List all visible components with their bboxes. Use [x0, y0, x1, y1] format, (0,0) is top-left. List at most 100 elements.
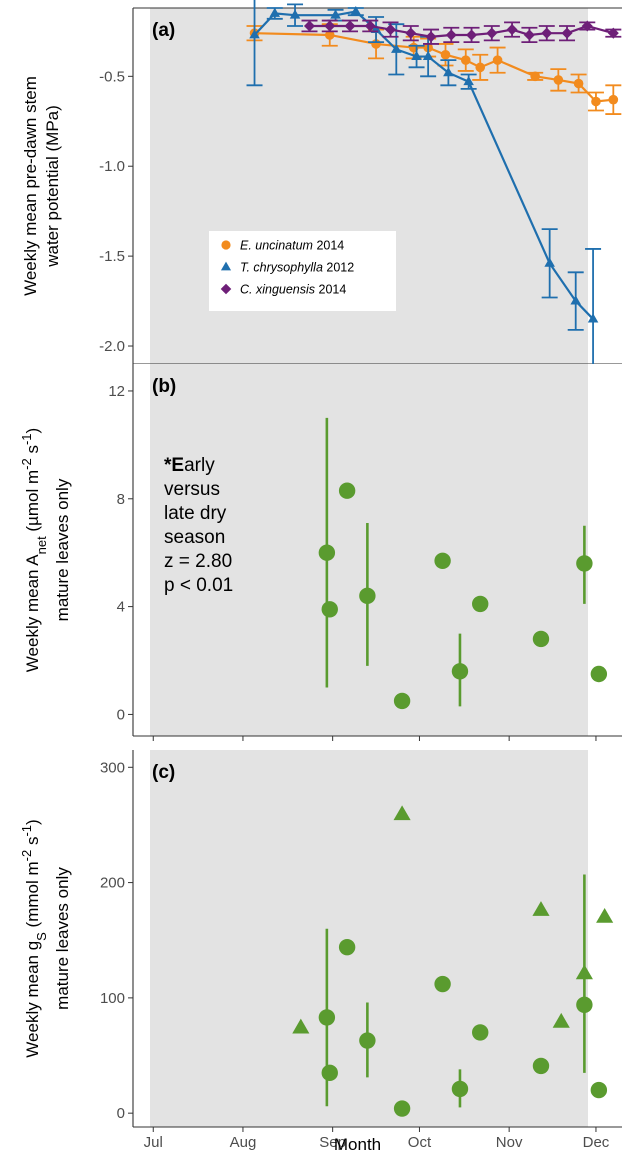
data-point — [541, 27, 553, 39]
data-point — [591, 96, 601, 107]
panel-c-ylabel-close: ) — [23, 819, 42, 825]
data-point — [434, 552, 451, 569]
data-point — [321, 1064, 338, 1082]
data-point — [561, 27, 573, 39]
data-point — [445, 29, 457, 41]
legend-marker — [220, 283, 232, 295]
legend-entry: T. chrysophylla 2012 — [240, 261, 354, 275]
series-line — [309, 24, 614, 38]
panel-b-ylabel-exp2: -1 — [19, 433, 34, 445]
data-point — [391, 43, 402, 53]
y-tick-label: 8 — [117, 491, 125, 508]
panel-c-ylabel-prefix: Weekly mean g — [23, 941, 42, 1058]
y-tick-label: -1.0 — [99, 158, 125, 175]
data-point — [359, 587, 376, 605]
data-point — [532, 1057, 550, 1075]
series-1 — [318, 417, 608, 710]
data-point — [338, 938, 356, 956]
data-point — [393, 692, 411, 710]
data-point — [472, 1024, 489, 1041]
data-point — [324, 20, 336, 32]
data-point — [393, 1100, 411, 1117]
series-2 — [246, 0, 602, 391]
legend-entry: C. xinguensis 2014 — [240, 283, 346, 297]
panel-c-ylabel-mid: s — [23, 837, 42, 850]
data-point — [587, 313, 599, 323]
panel-c-ylabel-line2: mature leaves only — [53, 867, 72, 1010]
panel-c-ylabel-unit-open: (mmol m — [23, 861, 42, 932]
panel-b-axes: 0 4 8 12 — [108, 364, 622, 741]
panel-c: 0 100 200 300 Jul Aug Sep Oct Nov Dec (c) Weekly … — [19, 750, 622, 1154]
annotation-line: season — [164, 527, 225, 548]
data-point — [350, 5, 362, 16]
panel-label-c: (c) — [152, 762, 175, 783]
annotation-line: late dry — [164, 503, 227, 524]
y-tick-label: 0 — [117, 1105, 125, 1122]
data-point — [492, 55, 503, 65]
data-point — [573, 78, 584, 89]
data-point — [434, 975, 451, 993]
x-tick-label: Oct — [408, 1134, 432, 1151]
y-tick-label: -0.5 — [99, 68, 125, 85]
x-tick-label: Nov — [496, 1134, 523, 1151]
data-point — [530, 71, 540, 82]
data-point — [330, 9, 341, 19]
legend-box — [209, 231, 396, 311]
panel-label-a: (a) — [152, 20, 175, 41]
panel-c-marks — [292, 805, 614, 1117]
annotation-text: arly — [184, 455, 215, 476]
data-point — [292, 1018, 310, 1034]
legend-entry-year: 2014 — [313, 239, 344, 253]
panel-b-shaded-period — [150, 364, 588, 736]
legend-entry-species: C. xinguensis — [240, 283, 315, 297]
y-tick-label: 100 — [100, 990, 125, 1007]
y-tick-label: -1.5 — [99, 248, 125, 265]
panel-c-ylabel-exp1: -2 — [19, 850, 34, 862]
panel-b-ylabel-subscript: net — [34, 536, 49, 554]
panel-c-ylabel-line1: Weekly mean gS (mmol m-2 s-1) — [19, 819, 49, 1057]
legend-entry-species: E. uncinatum — [240, 239, 313, 253]
data-point — [451, 1080, 469, 1098]
panel-a-ylabel-line2: water potential (MPa) — [43, 105, 62, 268]
legend: E. uncinatum 2014 T. chrysophylla 2012 C. … — [209, 231, 396, 311]
data-point — [303, 20, 316, 32]
data-point — [570, 295, 581, 305]
data-point — [289, 9, 301, 19]
y-tick-label: 4 — [117, 599, 125, 616]
annotation-bold: *E — [164, 455, 184, 476]
data-point — [553, 75, 564, 85]
data-point — [269, 7, 281, 17]
data-point — [576, 996, 593, 1013]
annotation-line: *Early — [164, 455, 215, 476]
panel-c-ylabel-subscript: S — [34, 932, 49, 941]
legend-entry-year: 2012 — [323, 261, 354, 275]
panel-b-ylabel-close: ) — [23, 428, 42, 434]
panel-c-axes: 0 100 200 300 Jul Aug Sep Oct Nov Dec — [100, 750, 622, 1151]
y-tick-label: 300 — [100, 759, 125, 776]
data-point — [393, 805, 411, 821]
panel-a: -2.0 -1.5 -1.0 -0.5 (a) Weekly mean pre-daw… — [21, 0, 622, 391]
data-point — [575, 964, 593, 980]
data-point — [364, 20, 376, 32]
panel-b-ylabel-exp1: -2 — [19, 458, 34, 470]
data-point — [608, 94, 619, 105]
data-point — [338, 482, 356, 499]
data-point — [532, 901, 550, 916]
x-tick-label: Aug — [230, 1134, 257, 1151]
panel-a-ylabel-line1: Weekly mean pre-dawn stem — [21, 76, 40, 296]
annotation-line: z = 2.80 — [164, 551, 232, 572]
panel-a-marks — [246, 0, 622, 391]
panel-b-annotation: *Early versus late dry season z = 2.80 p < 0.… — [164, 455, 233, 596]
panel-c-shaded-period — [150, 750, 588, 1127]
panel-b: 0 4 8 12 (b) *Early versus late dry season z = … — [19, 364, 622, 741]
legend-entry-species: T. chrysophylla — [240, 261, 323, 275]
data-point — [344, 20, 356, 32]
data-point — [321, 601, 338, 618]
data-point — [581, 20, 593, 32]
data-point — [385, 24, 397, 36]
data-point — [411, 50, 422, 61]
y-tick-label: 12 — [108, 383, 125, 400]
legend-marker — [220, 261, 232, 271]
data-point — [544, 257, 555, 267]
data-point — [590, 665, 608, 683]
